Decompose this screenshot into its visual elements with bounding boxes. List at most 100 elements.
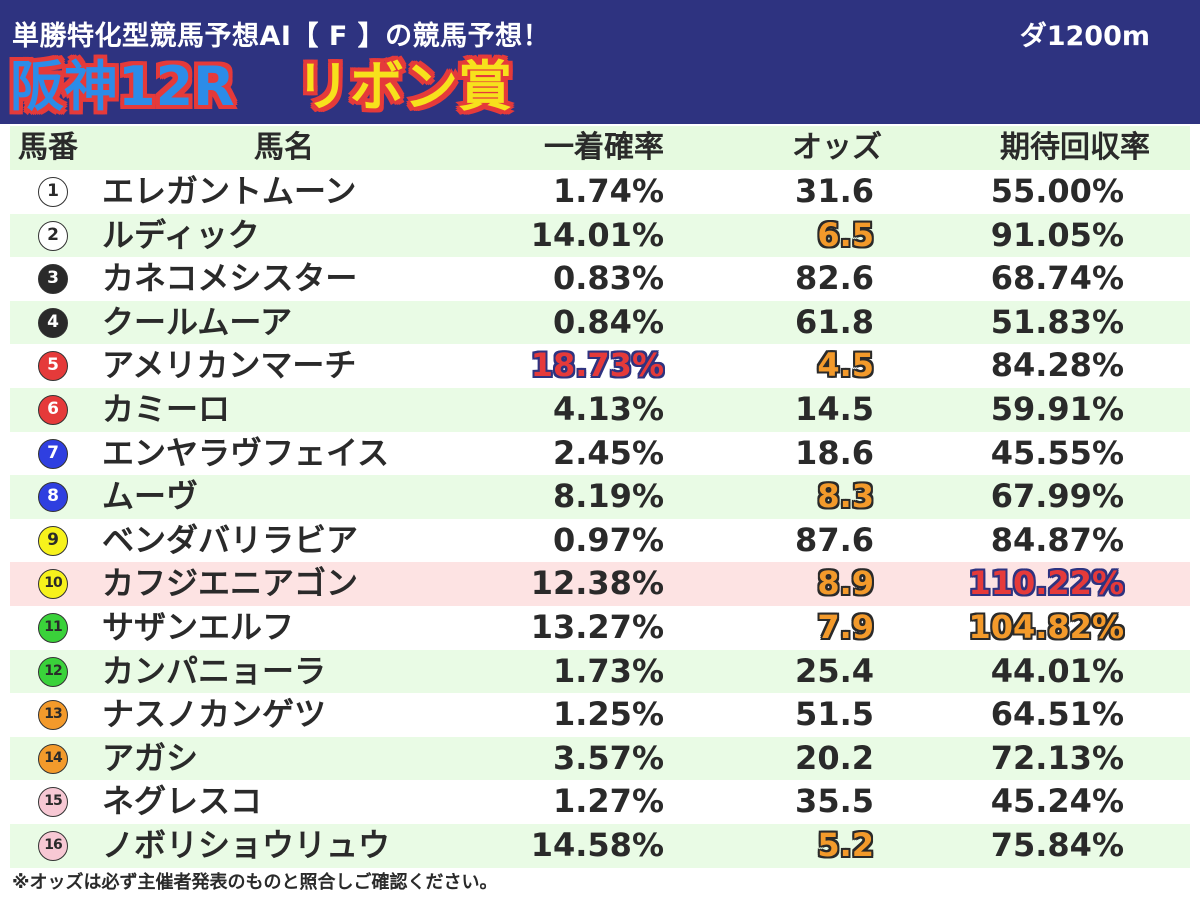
win-probability: 13.27% bbox=[530, 607, 664, 646]
horse-name: アメリカンマーチ bbox=[102, 346, 357, 385]
horse-name: エレガントムーン bbox=[102, 172, 357, 210]
post-number-badge: 2 bbox=[38, 220, 68, 251]
win-probability: 0.83% bbox=[552, 259, 664, 298]
footnote: ※オッズは必ず主催者発表のものと照合しご確認ください。 bbox=[12, 872, 498, 893]
track-race-number: 阪神12R bbox=[10, 55, 235, 118]
table-row: 8 ムーヴ 8.19% 8.3 67.99% bbox=[10, 475, 1190, 519]
table-row: 11 サザンエルフ 13.27% 7.9 104.82% bbox=[10, 605, 1190, 650]
horse-name: カフジエニアゴン bbox=[102, 564, 359, 603]
expected-return: 59.91% bbox=[990, 389, 1124, 428]
odds-value: 51.5 bbox=[795, 695, 874, 734]
table-row: 6 カミーロ 4.13% 14.5 59.91% bbox=[10, 387, 1190, 432]
post-number-badge: 3 bbox=[38, 264, 68, 295]
win-probability: 0.97% bbox=[552, 520, 664, 559]
odds-value: 14.5 bbox=[795, 389, 874, 428]
post-number-badge: 6 bbox=[38, 394, 68, 425]
table-row: 9 ベンダバリラビア 0.97% 87.6 84.87% bbox=[10, 518, 1190, 563]
post-number-badge: 10 bbox=[38, 569, 68, 600]
table-row: 13 ナスノカンゲツ 1.25% 51.5 64.51% bbox=[10, 693, 1190, 737]
race-distance: ダ1200m bbox=[1019, 21, 1150, 52]
post-number-badge: 16 bbox=[38, 830, 68, 861]
post-number-badge: 14 bbox=[38, 743, 68, 774]
odds-value: 8.3 bbox=[817, 477, 874, 516]
table-row: 2 ルディック 14.01% 6.5 91.05% bbox=[10, 213, 1190, 258]
horse-name: カミーロ bbox=[102, 389, 231, 428]
expected-return: 51.83% bbox=[990, 302, 1124, 341]
table-row: 7 エンヤラヴフェイス 2.45% 18.6 45.55% bbox=[10, 431, 1190, 476]
header-horse-name: 馬名 bbox=[254, 130, 314, 165]
header-number: 馬番 bbox=[18, 130, 78, 165]
expected-return: 84.28% bbox=[990, 346, 1124, 385]
expected-return: 45.55% bbox=[990, 433, 1124, 472]
odds-value: 4.5 bbox=[817, 346, 874, 385]
expected-return: 104.82% bbox=[968, 607, 1124, 646]
expected-return: 45.24% bbox=[990, 782, 1124, 821]
table-row: 5 アメリカンマーチ 18.73% 4.5 84.28% bbox=[10, 344, 1190, 388]
table-body: 1 エレガントムーン 1.74% 31.6 55.00% 2 ルディック 14.01% 6.5 9… bbox=[10, 170, 1190, 868]
post-number-badge: 11 bbox=[38, 612, 68, 643]
odds-value: 25.4 bbox=[795, 651, 874, 690]
horse-name: ベンダバリラビア bbox=[102, 520, 359, 559]
odds-value: 35.5 bbox=[795, 782, 874, 821]
table-row: 1 エレガントムーン 1.74% 31.6 55.00% bbox=[10, 170, 1190, 214]
expected-return: 84.87% bbox=[990, 520, 1124, 559]
table-row: 15 ネグレスコ 1.27% 35.5 45.24% bbox=[10, 780, 1190, 824]
post-number-badge: 1 bbox=[38, 177, 68, 207]
post-number-badge: 9 bbox=[38, 525, 68, 556]
expected-return: 68.74% bbox=[990, 259, 1124, 298]
post-number-badge: 15 bbox=[38, 787, 68, 818]
horse-name: エンヤラヴフェイス bbox=[102, 433, 390, 472]
race-name: リボン賞 bbox=[296, 55, 512, 118]
win-probability: 1.27% bbox=[552, 782, 664, 821]
table-row: 10 カフジエニアゴン 12.38% 8.9 110.22% bbox=[10, 562, 1190, 606]
table-header-row: 馬番 馬名 一着確率 オッズ 期待回収率 bbox=[10, 126, 1190, 170]
win-probability: 14.58% bbox=[530, 825, 664, 864]
odds-value: 5.2 bbox=[817, 825, 874, 864]
expected-return: 91.05% bbox=[990, 215, 1124, 254]
expected-return: 72.13% bbox=[990, 738, 1124, 777]
table-row: 16 ノボリショウリュウ 14.58% 5.2 75.84% bbox=[10, 823, 1190, 868]
odds-value: 61.8 bbox=[795, 302, 874, 341]
horse-name: カネコメシスター bbox=[102, 259, 358, 298]
expected-return: 55.00% bbox=[990, 172, 1124, 210]
expected-return: 110.22% bbox=[968, 564, 1124, 603]
win-probability: 1.74% bbox=[552, 172, 664, 210]
horse-name: ネグレスコ bbox=[102, 782, 263, 821]
prediction-table: 馬番 馬名 一着確率 オッズ 期待回収率 1 エレガントムーン 1.74% 31.6 5… bbox=[10, 126, 1190, 868]
table-row: 4 クールムーア 0.84% 61.8 51.83% bbox=[10, 300, 1190, 345]
win-probability: 12.38% bbox=[530, 564, 664, 603]
post-number-badge: 4 bbox=[38, 307, 68, 338]
header-expected-return: 期待回収率 bbox=[1000, 130, 1150, 165]
horse-name: ナスノカンゲツ bbox=[102, 695, 327, 734]
post-number-badge: 5 bbox=[38, 351, 68, 382]
win-probability: 14.01% bbox=[530, 215, 664, 254]
win-probability: 2.45% bbox=[552, 433, 664, 472]
odds-value: 31.6 bbox=[795, 172, 874, 210]
expected-return: 44.01% bbox=[990, 651, 1124, 690]
header-banner: 単勝特化型競馬予想AI【 F 】の競馬予想！ ダ1200m 阪神12R リボン賞 bbox=[0, 0, 1200, 124]
table-row: 14 アガシ 3.57% 20.2 72.13% bbox=[10, 736, 1190, 781]
expected-return: 64.51% bbox=[990, 695, 1124, 734]
horse-name: ノボリショウリュウ bbox=[102, 825, 391, 864]
win-probability: 1.25% bbox=[552, 695, 664, 734]
post-number-badge: 12 bbox=[38, 656, 68, 687]
header-win-probability: 一着確率 bbox=[544, 130, 664, 165]
subtitle: 単勝特化型競馬予想AI【 F 】の競馬予想！ bbox=[12, 21, 551, 52]
win-probability: 0.84% bbox=[552, 302, 664, 341]
horse-name: カンパニョーラ bbox=[102, 651, 327, 690]
post-number-badge: 13 bbox=[38, 700, 68, 731]
odds-value: 18.6 bbox=[795, 433, 874, 472]
win-probability: 18.73% bbox=[530, 346, 664, 385]
post-number-badge: 8 bbox=[38, 482, 68, 513]
odds-value: 87.6 bbox=[795, 520, 874, 559]
expected-return: 67.99% bbox=[990, 477, 1124, 516]
odds-value: 20.2 bbox=[795, 738, 874, 777]
win-probability: 1.73% bbox=[552, 651, 664, 690]
odds-value: 8.9 bbox=[817, 564, 874, 603]
table-row: 12 カンパニョーラ 1.73% 25.4 44.01% bbox=[10, 649, 1190, 694]
table-row: 3 カネコメシスター 0.83% 82.6 68.74% bbox=[10, 257, 1190, 301]
odds-value: 82.6 bbox=[795, 259, 874, 298]
odds-value: 7.9 bbox=[817, 607, 874, 646]
win-probability: 8.19% bbox=[552, 477, 664, 516]
post-number-badge: 7 bbox=[38, 438, 68, 469]
